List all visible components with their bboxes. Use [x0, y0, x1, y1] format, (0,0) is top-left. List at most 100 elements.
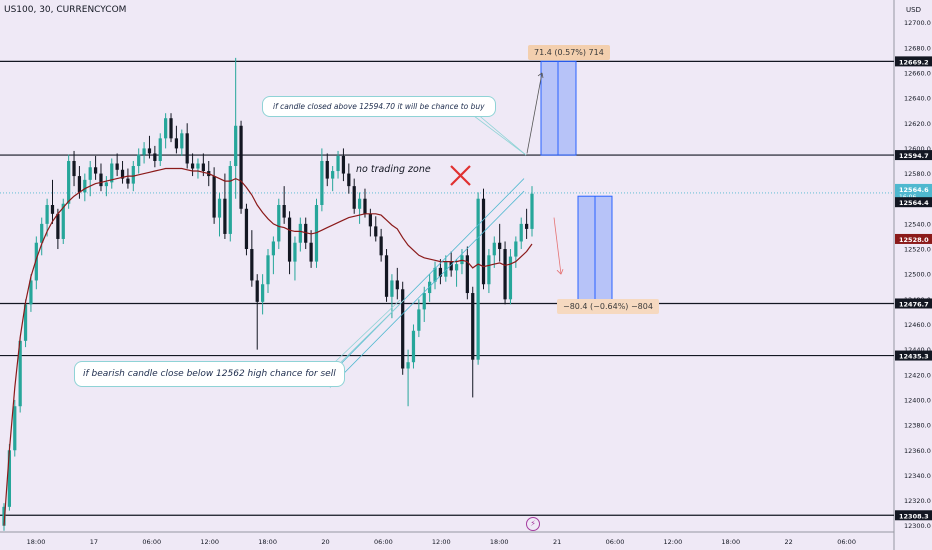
bullish-candle[interactable] — [514, 241, 518, 257]
bearish-candle[interactable] — [169, 118, 173, 139]
bearish-candle[interactable] — [153, 153, 157, 161]
bullish-candle[interactable] — [40, 223, 44, 243]
bullish-candle[interactable] — [13, 406, 17, 451]
bullish-candle[interactable] — [406, 362, 410, 369]
bearish-candle[interactable] — [174, 138, 179, 149]
bearish-candle[interactable] — [244, 208, 249, 250]
bearish-candle[interactable] — [93, 167, 98, 174]
bullish-candle[interactable] — [411, 330, 416, 363]
bearish-candle[interactable] — [498, 242, 502, 250]
bullish-candle[interactable] — [88, 167, 92, 180]
bullish-candle[interactable] — [260, 284, 265, 302]
bullish-candle[interactable] — [2, 506, 6, 526]
bullish-candle[interactable] — [142, 148, 146, 155]
bullish-candle[interactable] — [433, 267, 437, 282]
bullish-candle[interactable] — [234, 125, 238, 167]
bearish-candle[interactable] — [190, 163, 195, 169]
bearish-candle[interactable] — [99, 173, 103, 187]
bullish-candle[interactable] — [45, 205, 49, 224]
bullish-candle[interactable] — [158, 138, 162, 161]
bullish-candle[interactable] — [61, 203, 65, 239]
bearish-candle[interactable] — [120, 169, 125, 179]
symbol-title[interactable]: US100, 30, CURRENCYCOM — [4, 5, 127, 15]
sell-annotation[interactable]: if bearish candle close below 12562 high… — [74, 361, 345, 387]
bearish-candle[interactable] — [239, 125, 243, 209]
bullish-candle[interactable] — [228, 166, 232, 234]
bullish-candle[interactable] — [277, 205, 281, 242]
bullish-candle[interactable] — [336, 155, 340, 172]
bearish-candle[interactable] — [401, 289, 405, 369]
bearish-candle[interactable] — [50, 205, 55, 214]
bullish-candle[interactable] — [390, 280, 394, 297]
bearish-candle[interactable] — [471, 293, 475, 360]
bullish-candle[interactable] — [83, 179, 87, 193]
bearish-candle[interactable] — [368, 213, 372, 227]
bearish-candle[interactable] — [395, 280, 399, 290]
bullish-candle[interactable] — [18, 340, 22, 407]
bearish-candle[interactable] — [481, 198, 486, 285]
bullish-candle[interactable] — [417, 309, 421, 331]
bullish-candle[interactable] — [34, 242, 38, 281]
bullish-candle[interactable] — [519, 223, 523, 242]
bearish-candle[interactable] — [185, 133, 189, 164]
bearish-candle[interactable] — [347, 173, 351, 187]
bullish-candle[interactable] — [110, 163, 114, 183]
bullish-candle[interactable] — [266, 255, 270, 285]
bullish-candle[interactable] — [23, 304, 28, 341]
bearish-candle[interactable] — [352, 186, 356, 209]
bearish-candle[interactable] — [72, 160, 76, 177]
bullish-candle[interactable] — [196, 163, 200, 169]
bullish-candle[interactable] — [508, 256, 513, 300]
bullish-candle[interactable] — [530, 193, 534, 229]
bullish-candle[interactable] — [422, 293, 426, 310]
bearish-candle[interactable] — [363, 198, 367, 214]
bearish-candle[interactable] — [255, 280, 259, 302]
bullish-candle[interactable] — [67, 160, 71, 204]
bullish-candle[interactable] — [29, 280, 33, 305]
bullish-candle[interactable] — [487, 255, 491, 285]
bullish-candle[interactable] — [476, 198, 480, 360]
bullish-candle[interactable] — [7, 450, 12, 507]
bearish-candle[interactable] — [282, 205, 286, 218]
buy-annotation[interactable]: if candle closed above 12594.70 it will … — [262, 96, 496, 117]
bullish-candle[interactable] — [131, 166, 135, 184]
no-trading-zone-label[interactable]: no trading zone — [356, 164, 431, 175]
bearish-candle[interactable] — [147, 148, 152, 154]
bearish-candle[interactable] — [438, 267, 443, 277]
bearish-candle[interactable] — [56, 213, 60, 239]
bearish-candle[interactable] — [126, 178, 130, 184]
bullish-candle[interactable] — [454, 264, 459, 271]
bullish-candle[interactable] — [271, 241, 276, 256]
bearish-candle[interactable] — [77, 176, 82, 193]
bullish-candle[interactable] — [492, 242, 496, 256]
bearish-candle[interactable] — [115, 163, 119, 170]
bullish-candle[interactable] — [298, 223, 302, 243]
bullish-candle[interactable] — [428, 281, 432, 294]
bullish-candle[interactable] — [444, 261, 448, 277]
lightning-icon[interactable]: ⚡ — [526, 517, 540, 531]
bearish-candle[interactable] — [201, 163, 205, 172]
bearish-candle[interactable] — [287, 217, 292, 262]
bullish-candle[interactable] — [137, 154, 141, 167]
bearish-candle[interactable] — [223, 198, 227, 234]
bullish-candle[interactable] — [357, 198, 362, 209]
bullish-candle[interactable] — [217, 198, 222, 218]
bearish-candle[interactable] — [325, 160, 329, 179]
bearish-candle[interactable] — [503, 249, 507, 300]
bearish-candle[interactable] — [212, 176, 216, 218]
bullish-candle[interactable] — [164, 118, 168, 139]
bullish-candle[interactable] — [180, 133, 184, 149]
bearish-candle[interactable] — [250, 249, 254, 281]
bearish-candle[interactable] — [309, 242, 313, 262]
bearish-candle[interactable] — [341, 155, 346, 174]
bearish-candle[interactable] — [465, 255, 469, 294]
bullish-candle[interactable] — [331, 171, 335, 179]
bullish-candle[interactable] — [104, 182, 108, 187]
bearish-candle[interactable] — [524, 223, 529, 229]
bearish-candle[interactable] — [379, 236, 383, 256]
bearish-candle[interactable] — [384, 255, 389, 297]
bullish-candle[interactable] — [293, 242, 297, 262]
bearish-candle[interactable] — [374, 226, 378, 237]
bullish-candle[interactable] — [320, 160, 324, 206]
